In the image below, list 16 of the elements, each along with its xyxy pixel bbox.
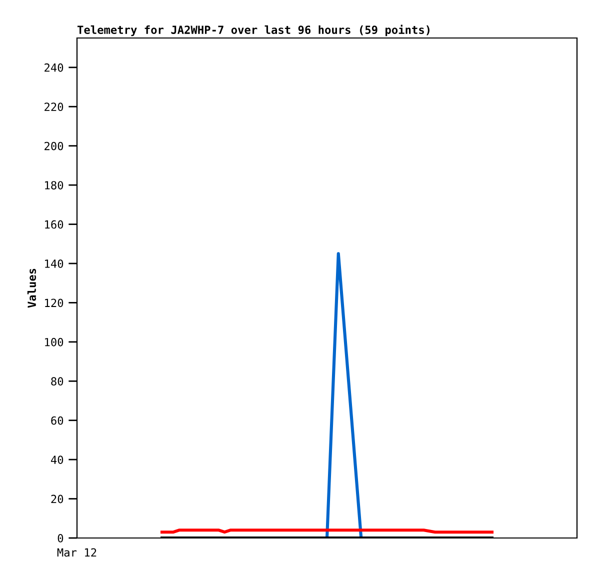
y-tick-label: 40: [50, 456, 64, 464]
y-tick-label: 0: [58, 534, 64, 542]
y-tick-label: 120: [45, 298, 64, 308]
y-tick-label: 80: [51, 377, 64, 386]
y-tick-label: 20: [51, 494, 64, 504]
y-tick-label: 200: [44, 142, 64, 150]
y-tick-label: 220: [44, 102, 64, 112]
text: Mar 12: [57, 548, 96, 557]
y-tick-label: 60: [51, 416, 64, 425]
chart-title: Telemetry for JA2WHP-7 over last 96 hours (59 points): [77, 24, 430, 36]
y-tick-label: 100: [45, 338, 64, 346]
y-tick-label: 180: [45, 181, 64, 190]
y-tick-label: 160: [45, 220, 64, 229]
y-tick-label: 240: [44, 63, 64, 72]
y-axis-title: Values: [27, 268, 36, 308]
y-tick-label: 140: [45, 259, 64, 268]
